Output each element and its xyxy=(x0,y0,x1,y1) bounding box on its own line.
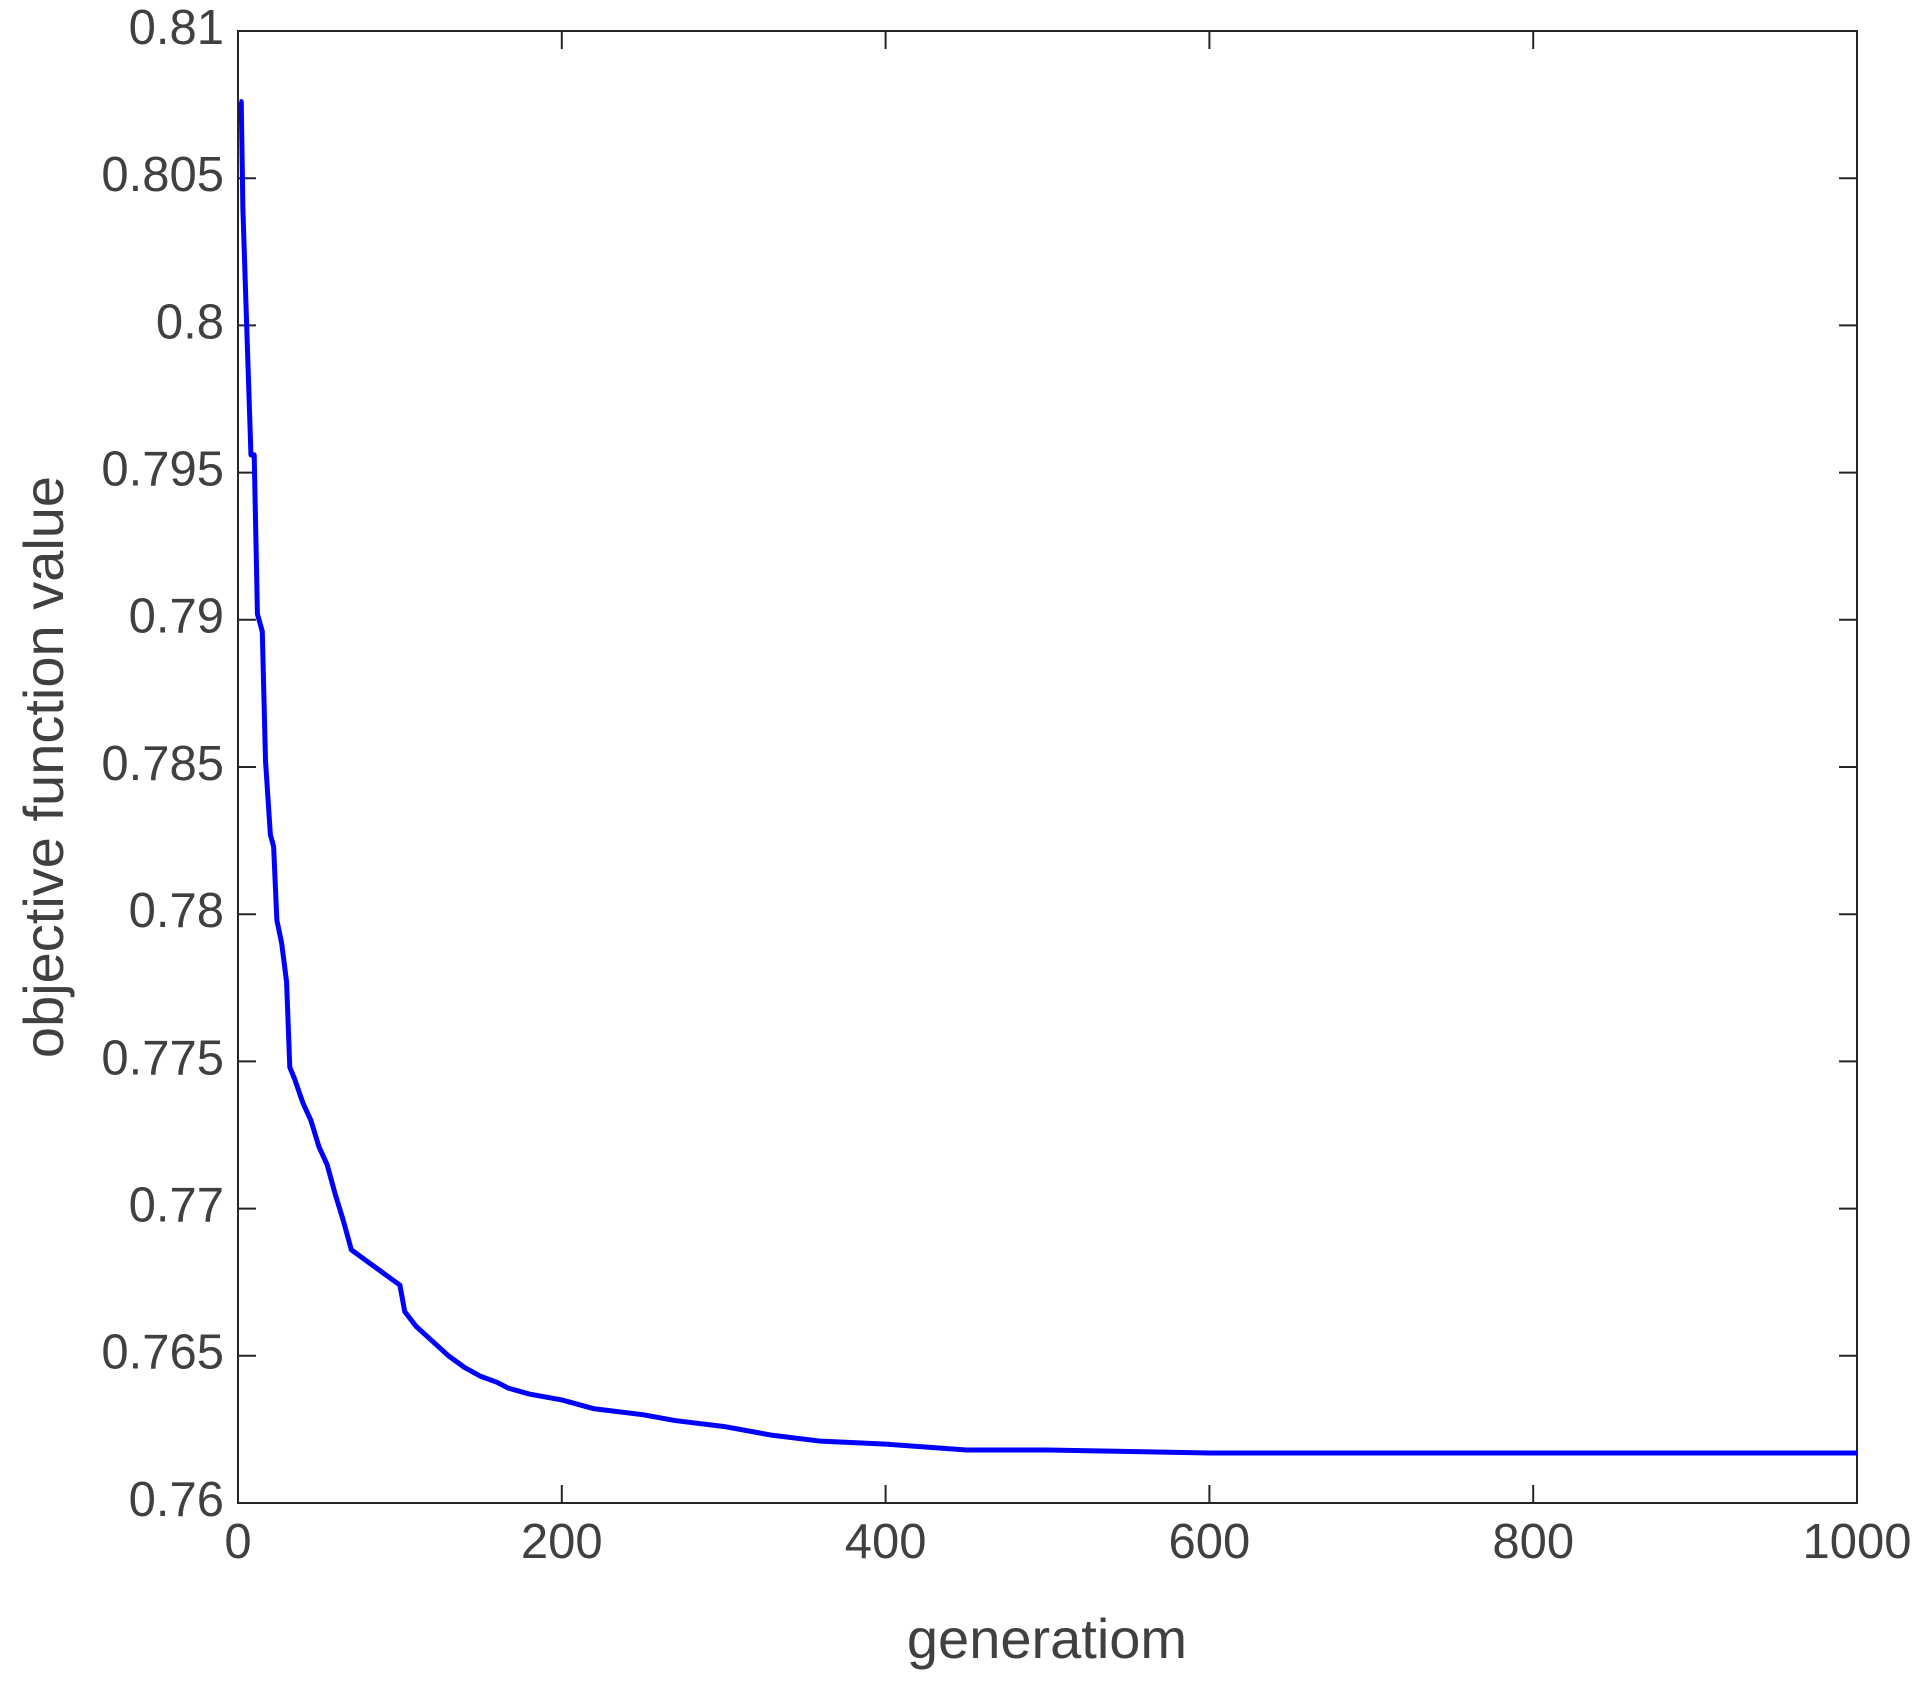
y-tick-label: 0.8 xyxy=(156,295,224,349)
y-tick-label: 0.795 xyxy=(101,443,224,497)
x-tick-label: 800 xyxy=(1492,1515,1574,1569)
x-tick-label: 1000 xyxy=(1802,1515,1911,1569)
x-axis-label: generatiom xyxy=(907,1607,1187,1670)
y-tick-label: 0.765 xyxy=(101,1326,224,1380)
y-tick-label: 0.775 xyxy=(101,1031,224,1085)
y-tick-label: 0.785 xyxy=(101,737,224,791)
y-tick-label: 0.78 xyxy=(129,884,224,938)
x-tick-label: 400 xyxy=(845,1515,927,1569)
plot-frame xyxy=(237,30,1858,1504)
y-tick-label: 0.81 xyxy=(129,1,224,55)
x-tick-label: 200 xyxy=(521,1515,603,1569)
y-tick-label: 0.76 xyxy=(129,1473,224,1527)
x-tick-label: 0 xyxy=(224,1515,251,1569)
y-tick-label: 0.805 xyxy=(101,148,224,202)
y-tick-label: 0.77 xyxy=(129,1179,224,1233)
x-tick-label: 600 xyxy=(1169,1515,1251,1569)
line xyxy=(238,99,1857,1456)
y-tick-label: 0.79 xyxy=(129,590,224,644)
y-axis-label: objective function value xyxy=(12,476,75,1058)
